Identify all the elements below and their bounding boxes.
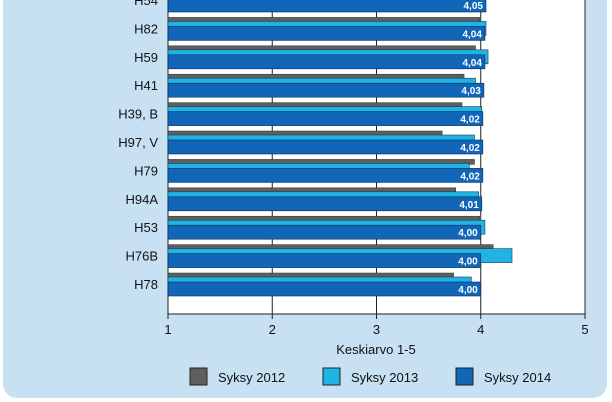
category-label: H79 — [134, 163, 158, 178]
bar-syksy-2014 — [167, 82, 485, 98]
category-label: H94A — [125, 192, 158, 207]
legend-label: Syksy 2012 — [218, 370, 285, 385]
category-label: H59 — [134, 50, 158, 65]
bar-value-label: 4,04 — [462, 58, 482, 69]
bar-value-label: 4,02 — [460, 143, 480, 154]
x-tick-label: 4 — [477, 322, 484, 337]
bar-syksy-2014 — [167, 253, 482, 268]
x-axis-title: Keskiarvo 1-5 — [336, 342, 415, 357]
legend-swatch — [189, 367, 208, 386]
bar-value-label: 4,03 — [461, 86, 481, 97]
category-label: H39, B — [118, 107, 158, 122]
bar-value-label: 4,01 — [459, 200, 479, 211]
category-label: H78 — [134, 277, 158, 292]
category-label: H97, V — [118, 135, 158, 150]
x-tick-label: 1 — [164, 322, 171, 337]
legend-label: Syksy 2014 — [484, 370, 551, 385]
bar-syksy-2014 — [167, 0, 487, 13]
bar-syksy-2014 — [167, 26, 486, 41]
bar-syksy-2014 — [167, 111, 484, 126]
bar-syksy-2014 — [167, 224, 482, 240]
x-axis: 1 2 3 4 5 — [164, 313, 589, 337]
x-tick-label: 2 — [269, 322, 276, 337]
category-label: H82 — [134, 21, 158, 36]
bars: 4,05 4,04 4,04 4,03 4,02 4,02 4,02 4,01 4,00 4,00… — [167, 0, 513, 297]
bar-value-label: 4,02 — [460, 115, 480, 126]
bar-syksy-2014 — [167, 196, 483, 212]
bar-value-label: 4,04 — [462, 29, 482, 40]
x-tick-label: 3 — [373, 322, 380, 337]
legend-swatch — [322, 367, 341, 386]
category-label: H76B — [125, 249, 158, 264]
legend-swatch — [455, 367, 474, 386]
bar-syksy-2014 — [167, 168, 484, 183]
x-tick-label: 5 — [581, 322, 588, 337]
category-label: H41 — [134, 78, 158, 93]
bar-syksy-2014 — [167, 54, 486, 70]
bar-syksy-2014 — [167, 139, 484, 155]
category-label: H53 — [134, 220, 158, 235]
bar-value-label: 4,00 — [458, 228, 478, 239]
category-label: H54 — [134, 0, 158, 8]
category-labels: H54 H82 H59 H41 H39, B H97, V H79 H94A H53 H76B H7… — [118, 0, 158, 292]
bar-value-label: 4,05 — [463, 1, 483, 12]
bar-syksy-2014 — [167, 281, 482, 297]
legend-label: Syksy 2013 — [351, 370, 418, 385]
bar-value-label: 4,00 — [458, 285, 478, 296]
bar-value-label: 4,00 — [458, 257, 478, 268]
legend: Syksy 2012 Syksy 2013 Syksy 2014 — [189, 367, 551, 386]
bar-value-label: 4,02 — [460, 171, 480, 182]
